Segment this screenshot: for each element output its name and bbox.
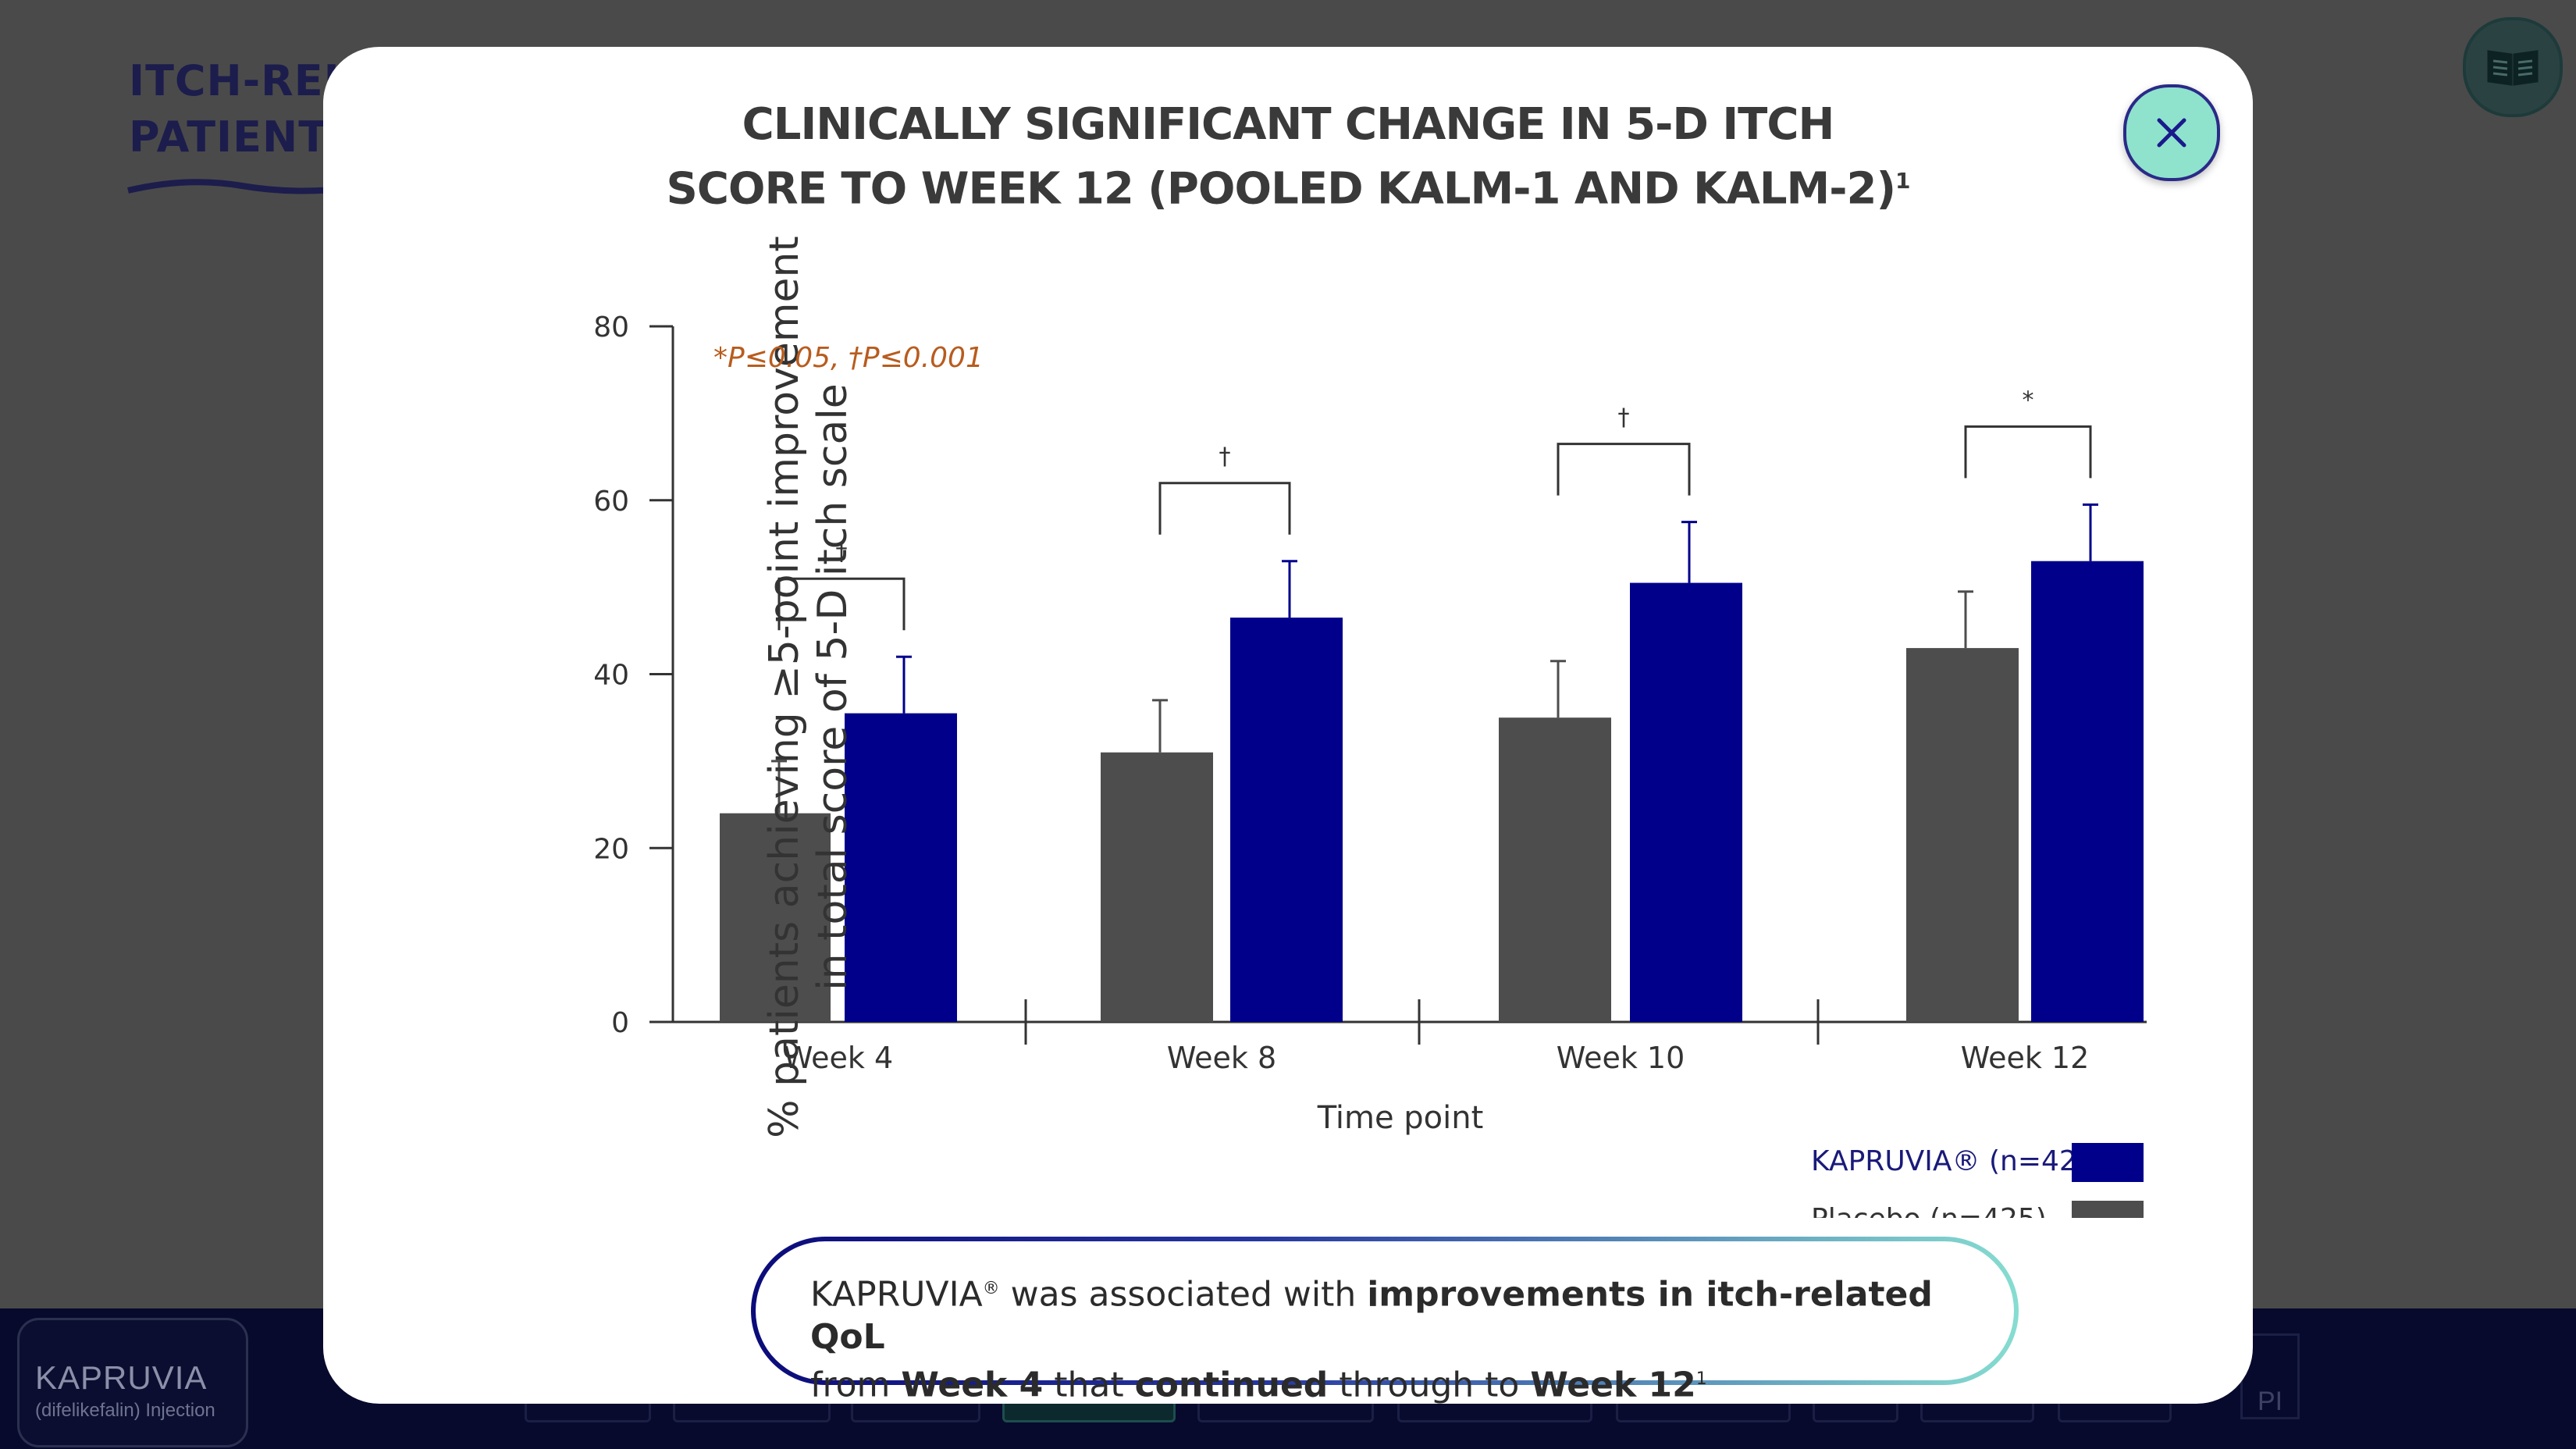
callout-registered: ®	[982, 1279, 1000, 1298]
y-tick-label: 60	[593, 486, 629, 518]
title-reference: 1	[1895, 168, 1911, 194]
reference-book-button[interactable]	[2463, 17, 2563, 117]
significance-marker: *	[2023, 386, 2034, 414]
legend-swatch	[2072, 1201, 2144, 1218]
callout-text-3: that	[1043, 1365, 1135, 1405]
y-tick-label: 40	[593, 660, 629, 692]
modal-title-line1: CLINICALLY SIGNIFICANT CHANGE IN 5-D ITC…	[742, 99, 1835, 150]
background-swoosh	[127, 179, 357, 194]
callout-reference: 1	[1695, 1369, 1707, 1389]
significance-marker: †	[1618, 404, 1630, 432]
kapruvia-bar	[1630, 582, 1742, 1022]
kapruvia-bar	[2031, 561, 2144, 1022]
background-page-title: ITCH-REL PATIENTS	[129, 53, 359, 166]
callout-bold-2: Week 4	[901, 1365, 1044, 1405]
bar-chart: 0 20 40 60 80 % patients achieving ≥5-point i…	[593, 236, 2147, 1218]
x-tick-label: Week 8	[1167, 1041, 1276, 1075]
background-title-line1: ITCH-REL	[129, 56, 352, 105]
close-icon	[2157, 118, 2186, 148]
significance-bracket	[1158, 482, 1291, 535]
logo-subtitle: (difelikefalin) Injection	[35, 1400, 215, 1421]
x-tick-label: Week 4	[784, 1041, 893, 1075]
placebo-bar	[1499, 717, 1611, 1022]
legend-swatch	[2072, 1143, 2144, 1182]
legend-label: KAPRUVIA® (n=426)	[1811, 1145, 2106, 1177]
x-tick-label: Week 10	[1557, 1041, 1685, 1075]
y-tick-label: 20	[593, 833, 629, 865]
chart-modal: CLINICALLY SIGNIFICANT CHANGE IN 5-D ITC…	[323, 47, 2253, 1404]
y-tick-label: 80	[593, 312, 629, 344]
significance-bracket	[1557, 443, 1691, 496]
pi-label: PI	[2257, 1387, 2283, 1416]
modal-title-line2: SCORE TO WEEK 12 (POOLED KALM-1 AND KALM…	[666, 163, 1896, 215]
callout-bold-1: improvements in itch-related QoL	[810, 1274, 1933, 1357]
callout-text-1: was associated with	[999, 1274, 1368, 1315]
placebo-bar	[1101, 752, 1213, 1022]
legend-label: Placebo (n=425)	[1811, 1203, 2047, 1218]
callout-text: KAPRUVIA® was associated with improvemen…	[756, 1241, 2014, 1404]
key-finding-callout: KAPRUVIA® was associated with improvemen…	[751, 1237, 2019, 1404]
kapruvia-bar	[1230, 618, 1343, 1022]
callout-bold-3: continued	[1134, 1365, 1329, 1405]
logo-name: KAPRUVIA	[35, 1359, 208, 1396]
kapruvia-bar	[845, 713, 957, 1022]
brand-logo[interactable]: KAPRUVIA (difelikefalin) Injection	[17, 1318, 248, 1447]
significance-marker: †	[836, 539, 848, 566]
close-button[interactable]	[2123, 84, 2220, 181]
placebo-bar	[720, 813, 831, 1022]
background-title-line2: PATIENTS	[129, 112, 359, 162]
callout-bold-4: Week 12	[1530, 1365, 1696, 1405]
significance-marker: †	[1219, 443, 1231, 471]
y-axis-label-line1: % patients achieving ≥5-point improvemen…	[761, 236, 808, 1138]
significance-bracket	[1964, 425, 2092, 479]
p-value-annotation: *P≤0.05, †P≤0.001	[713, 342, 984, 374]
y-axis-label-line2: in total score of 5-D itch scale	[809, 383, 856, 991]
y-tick-label: 0	[611, 1007, 629, 1039]
x-axis-label: Time point	[1317, 1100, 1484, 1136]
significance-bracket	[777, 577, 906, 631]
x-tick-label: Week 12	[1961, 1041, 2090, 1075]
modal-title: CLINICALLY SIGNIFICANT CHANGE IN 5-D ITC…	[323, 97, 2253, 218]
placebo-bar	[1906, 648, 2019, 1022]
book-icon	[2487, 50, 2539, 86]
callout-brand: KAPRUVIA	[810, 1274, 983, 1315]
callout-text-4: through to	[1328, 1365, 1531, 1405]
callout-text-2: from	[810, 1365, 902, 1405]
